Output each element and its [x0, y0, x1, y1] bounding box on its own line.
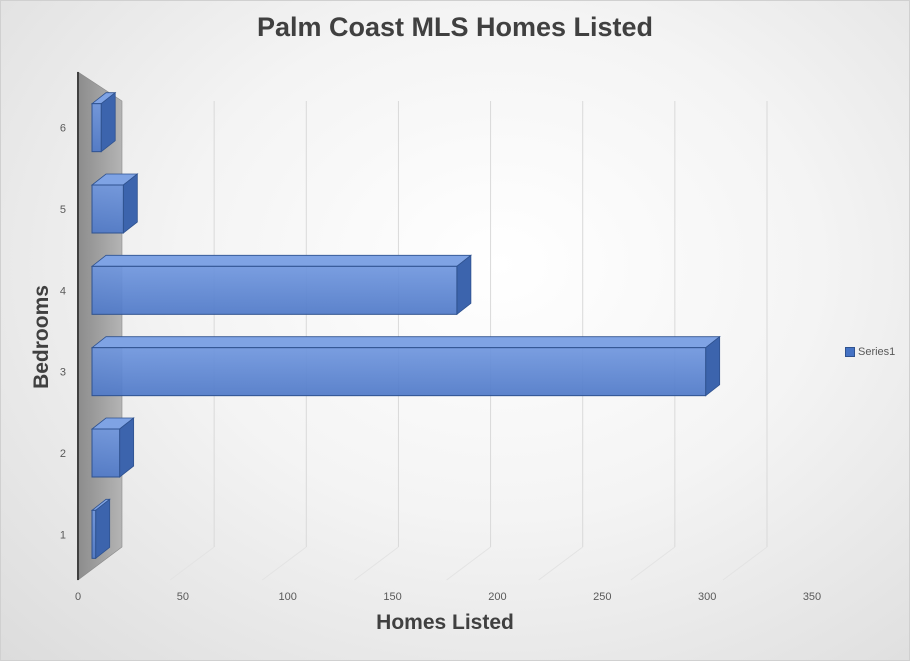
x-axis-title: Homes Listed [376, 611, 514, 634]
y-tick-label: 1 [60, 529, 66, 541]
bar-top-face [90, 336, 721, 349]
y-tick-label: 5 [60, 204, 66, 216]
bar-top-face [90, 254, 473, 267]
bar-side-face [705, 335, 721, 397]
y-axis-title: Bedrooms [30, 285, 53, 389]
legend: Series1 [845, 346, 895, 358]
y-tick-label: 2 [60, 448, 66, 460]
bar-front-face [91, 184, 124, 234]
bar-front-face [91, 428, 121, 478]
x-tick-label: 150 [383, 591, 401, 603]
bar-side-face [95, 498, 111, 560]
bar-6 [90, 91, 117, 153]
bar-3 [90, 335, 721, 397]
y-tick-label: 6 [60, 123, 66, 135]
x-tick-label: 300 [698, 591, 716, 603]
gridline-floor [354, 546, 399, 581]
bar-front-face [91, 103, 102, 153]
bar-front-face [91, 265, 458, 315]
x-tick-label: 100 [279, 591, 297, 603]
y-tick-label: 3 [60, 367, 66, 379]
gridline-floor [538, 546, 584, 581]
bar-side-face [100, 91, 116, 153]
x-tick-label: 0 [75, 591, 81, 603]
legend-label: Series1 [858, 346, 896, 358]
bar-4 [90, 254, 473, 316]
bar-2 [90, 417, 135, 478]
bar-front-face [91, 509, 97, 559]
y-tick-label: 4 [60, 285, 66, 297]
x-tick-label: 250 [593, 591, 611, 603]
gridline-floor [261, 546, 307, 581]
bar-side-face [119, 417, 135, 478]
legend-swatch [845, 347, 855, 357]
bar-side-face [122, 173, 138, 234]
gridline-floor [630, 546, 676, 581]
x-tick-label: 200 [488, 591, 506, 603]
gridline-floor [446, 546, 491, 581]
gridline-floor [722, 546, 768, 581]
bar-front-face [91, 347, 707, 397]
bar-1 [90, 498, 111, 560]
bar-side-face [456, 254, 472, 316]
x-tick-label: 350 [803, 591, 821, 603]
bar-5 [90, 173, 139, 234]
gridline-floor [169, 546, 215, 581]
chart-title: Palm Coast MLS Homes Listed [256, 12, 654, 42]
x-tick-label: 50 [177, 591, 189, 603]
